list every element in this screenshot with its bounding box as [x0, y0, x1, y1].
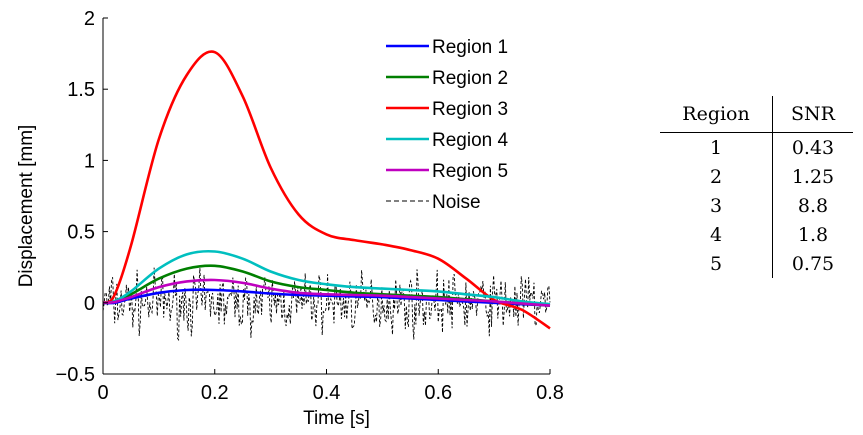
- x-tick-label: 0.6: [424, 382, 452, 404]
- header-region: Region: [660, 96, 773, 133]
- snr-table: Region SNR 1 0.43 2 1.25 3 8.8 4 1.8 5 0…: [660, 96, 853, 278]
- series-line-noise: [102, 267, 551, 342]
- snr-cell: 8.8: [797, 194, 829, 217]
- snr-cell: 0.75: [791, 252, 835, 275]
- snr-cell: 0.43: [791, 136, 835, 159]
- table-header-row: Region SNR: [660, 96, 853, 133]
- y-tick-label: 0.5: [67, 222, 95, 244]
- snr-cell: 1.25: [791, 165, 835, 188]
- series-line-region-3: [102, 50, 551, 330]
- x-axis-title: Time [s]: [303, 408, 370, 429]
- series-line-region-1: [102, 288, 551, 307]
- legend-label: Region 2: [432, 68, 508, 89]
- region-cell: 3: [660, 191, 773, 220]
- series-line-region-4: [102, 249, 551, 306]
- y-tick-label: −0.5: [56, 364, 95, 386]
- region-cell: 5: [660, 249, 773, 278]
- x-tick-label: 0.8: [536, 382, 564, 404]
- y-tick-label: 1.5: [67, 79, 95, 101]
- table-row: 1 0.43: [660, 132, 853, 162]
- region-cell: 4: [660, 220, 773, 249]
- y-tick-label: 2: [84, 8, 95, 30]
- legend-label: Region 1: [432, 37, 508, 58]
- table-row: 3 8.8: [660, 191, 853, 220]
- table-row: 4 1.8: [660, 220, 853, 249]
- x-tick-label: 0.4: [313, 382, 341, 404]
- snr-cell: 1.8: [797, 223, 829, 246]
- header-snr: SNR: [772, 96, 853, 133]
- table-row: 5 0.75: [660, 249, 853, 278]
- series-line-region-5: [102, 278, 551, 307]
- legend-label: Region 5: [432, 161, 508, 182]
- legend-label: Region 4: [432, 130, 508, 151]
- legend-label: Noise: [432, 192, 481, 213]
- region-cell: 2: [660, 162, 773, 191]
- x-tick-label: 0: [97, 382, 108, 404]
- x-tick-label: 0.2: [201, 382, 229, 404]
- y-tick-label: 1: [84, 150, 95, 172]
- y-axis-title: Displacement [mm]: [16, 125, 37, 288]
- legend-label: Region 3: [432, 99, 508, 120]
- region-cell: 1: [660, 132, 773, 162]
- y-tick-label: 0: [84, 293, 95, 315]
- table-row: 2 1.25: [660, 162, 853, 191]
- plot-marks: [102, 50, 551, 342]
- legend: Region 1 Region 2 Region 3 Region 4 Region 5…: [386, 37, 508, 213]
